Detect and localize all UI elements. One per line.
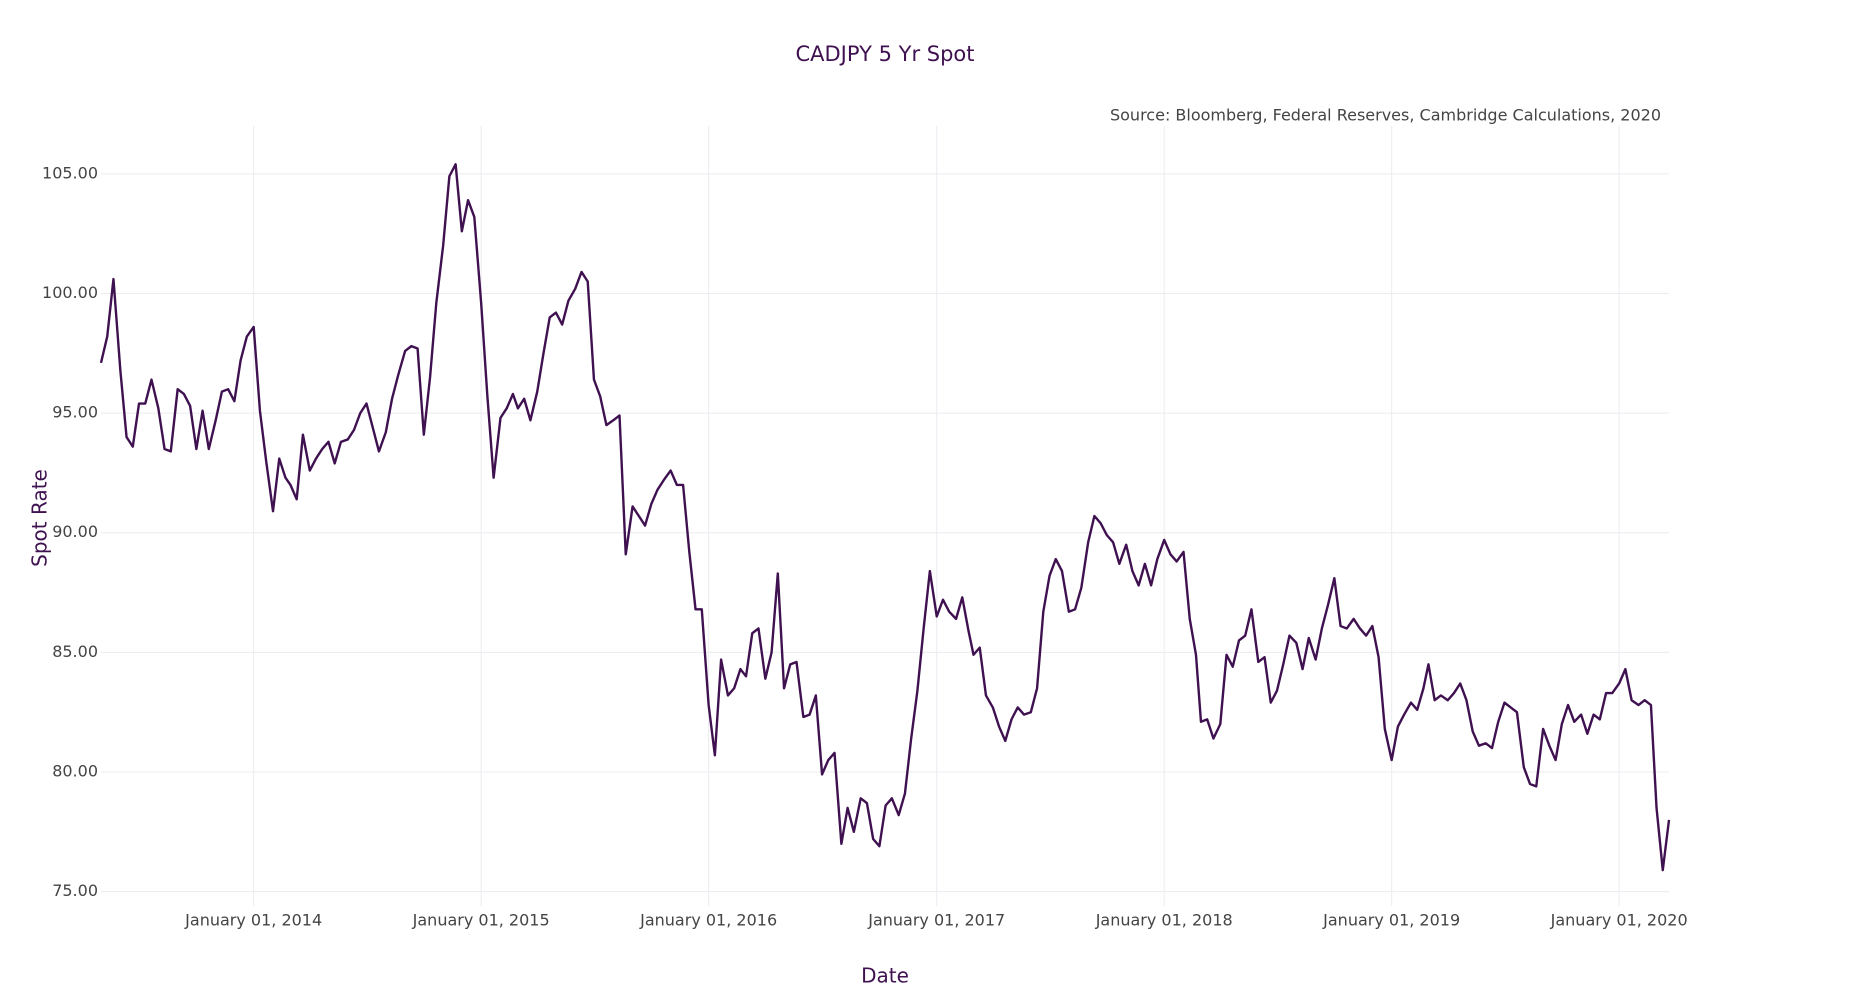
y-tick-label: 80.00	[52, 762, 98, 781]
x-tick-label: January 01, 2020	[1550, 911, 1688, 930]
y-tick-label: 100.00	[42, 283, 98, 302]
x-tick-label: January 01, 2018	[1095, 911, 1233, 930]
source-note: Source: Bloomberg, Federal Reserves, Cam…	[1110, 106, 1661, 125]
y-tick-label: 75.00	[52, 881, 98, 900]
x-tick-label: January 01, 2015	[412, 911, 550, 930]
x-axis-title: Date	[861, 964, 909, 988]
chart-title: CADJPY 5 Yr Spot	[795, 42, 974, 66]
y-axis-title: Spot Rate	[28, 469, 52, 567]
x-tick-label: January 01, 2016	[639, 911, 777, 930]
data-line	[99, 163, 1671, 872]
y-tick-label: 105.00	[42, 163, 98, 182]
x-tick-label: January 01, 2014	[184, 911, 322, 930]
y-tick-label: 85.00	[52, 642, 98, 661]
y-tick-label: 90.00	[52, 522, 98, 541]
x-tick-label: January 01, 2017	[867, 911, 1005, 930]
x-tick-label: January 01, 2019	[1322, 911, 1460, 930]
y-tick-label: 95.00	[52, 403, 98, 422]
